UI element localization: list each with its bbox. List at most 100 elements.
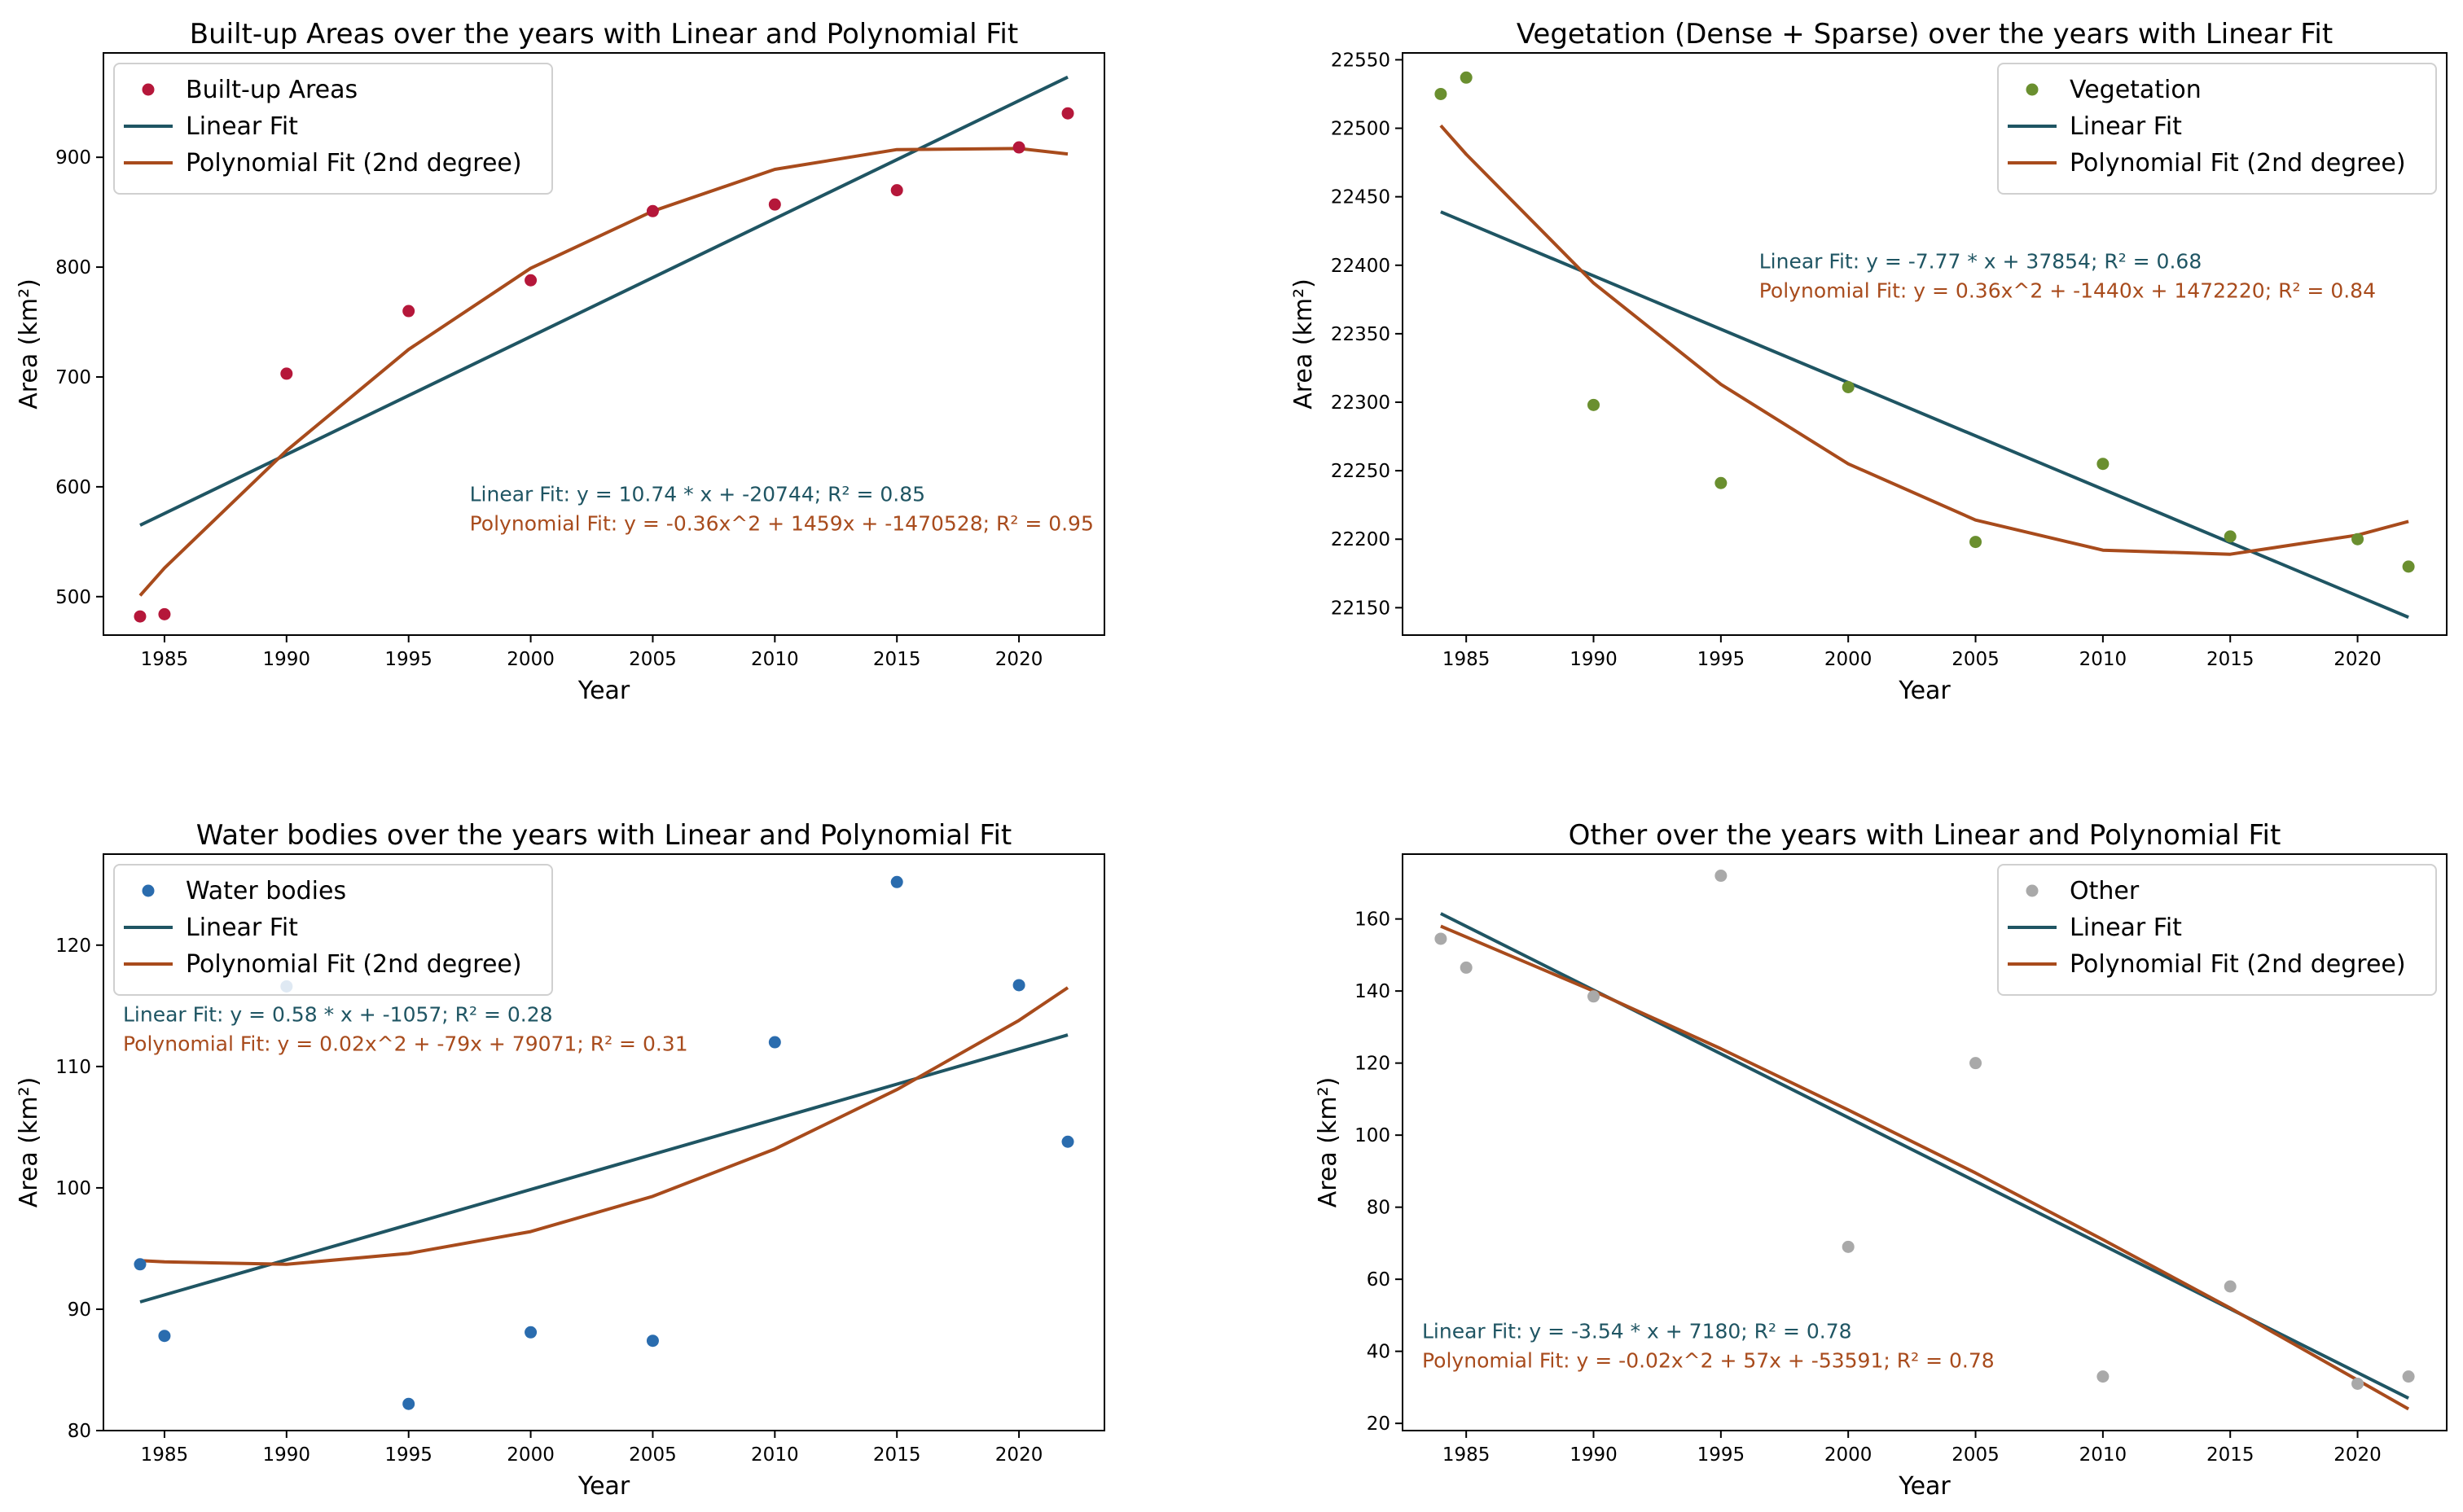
scatter-point [1460, 961, 1473, 974]
scatter-point [134, 610, 147, 623]
plot-frame [103, 853, 1105, 1431]
polynomial-fit-equation: Polynomial Fit: y = -0.02x^2 + 57x + -53… [1422, 1349, 1995, 1373]
x-tick-label: 2000 [1824, 649, 1872, 670]
x-tick-label: 2015 [873, 1444, 921, 1466]
x-tick-label: 2015 [2206, 1444, 2254, 1466]
x-tick-label: 2010 [751, 649, 799, 670]
x-tick-label: 1995 [1697, 649, 1745, 670]
plot-frame [1402, 52, 2448, 636]
x-tick-label: 1995 [384, 649, 432, 670]
scatter-point [768, 1036, 781, 1049]
scatter-point [890, 184, 903, 197]
legend-box [1997, 63, 2437, 195]
linear-fit-equation: Linear Fit: y = -7.77 * x + 37854; R² = … [1759, 250, 2202, 274]
y-axis-label: Area (km²) [1289, 278, 1318, 410]
legend-marker [2026, 884, 2039, 897]
legend-label: Linear Fit [186, 112, 298, 141]
plot-data [134, 875, 1074, 1410]
scatter-point [1842, 1240, 1855, 1253]
scatter-point [2224, 1280, 2237, 1293]
x-axis-label: Year [1898, 1472, 1951, 1501]
legend-box [113, 864, 553, 996]
y-tick-label: 100 [1354, 1125, 1390, 1146]
scatter-point [1969, 1057, 1982, 1070]
scatter-point [1434, 87, 1447, 100]
y-tick-label: 80 [1367, 1198, 1390, 1219]
legend-label: Other [2070, 877, 2140, 905]
plot-data [1434, 870, 2415, 1411]
legend-box [1997, 864, 2437, 996]
x-tick-label: 1985 [141, 649, 189, 670]
polynomial-fit-equation: Polynomial Fit: y = 0.02x^2 + -79x + 790… [123, 1032, 688, 1055]
legend-label: Water bodies [186, 877, 346, 905]
legend-label: Built-up Areas [186, 76, 358, 104]
legend-label: Polynomial Fit (2nd degree) [2070, 950, 2406, 979]
legend: Built-up Areas Linear Fit Polynomial Fit (… [113, 63, 553, 195]
scatter-point [525, 274, 538, 287]
chart-title: Other over the years with Linear and Pol… [1569, 819, 2281, 852]
scatter-point [1969, 536, 1982, 549]
x-tick-label: 2020 [995, 1444, 1043, 1466]
y-tick-label: 160 [1354, 909, 1390, 931]
x-tick-label: 2015 [873, 649, 921, 670]
y-tick-label: 22200 [1331, 529, 1390, 550]
scatter-point [280, 367, 293, 380]
chart-panel-3: Water bodies over the years with Linear … [15, 819, 1105, 1501]
polynomial-fit-line [1439, 124, 2409, 556]
plot-frame [1402, 853, 2448, 1431]
scatter-point [402, 305, 415, 318]
x-axis-label: Year [577, 1472, 630, 1501]
chart-title: Built-up Areas over the years with Linea… [190, 18, 1018, 50]
scatter-point [1061, 1135, 1074, 1148]
scatter-point [768, 198, 781, 211]
legend-box [113, 63, 553, 195]
x-tick-label: 2005 [629, 1444, 677, 1466]
y-tick-label: 22350 [1331, 324, 1390, 345]
linear-fit-line [139, 75, 1069, 527]
chart-panel-1: Built-up Areas over the years with Linea… [15, 18, 1105, 705]
scatter-point [1842, 380, 1855, 393]
x-tick-label: 2005 [1952, 1444, 2000, 1466]
y-tick-label: 110 [55, 1057, 91, 1078]
scatter-point [2402, 560, 2415, 573]
y-tick-label: 800 [55, 257, 91, 278]
scatter-point [2096, 458, 2110, 471]
legend: Other Linear Fit Polynomial Fit (2nd degre… [1997, 864, 2437, 996]
linear-fit-equation: Linear Fit: y = 10.74 * x + -20744; R² =… [470, 483, 925, 506]
y-tick-label: 120 [55, 936, 91, 957]
y-tick-label: 100 [55, 1178, 91, 1199]
scatter-point [2224, 530, 2237, 543]
y-tick-label: 900 [55, 147, 91, 169]
x-tick-label: 1990 [263, 1444, 311, 1466]
y-tick-label: 90 [68, 1299, 91, 1321]
scatter-point [1012, 979, 1025, 992]
y-tick-label: 40 [1367, 1342, 1390, 1363]
x-tick-label: 1985 [141, 1444, 189, 1466]
legend-label: Polynomial Fit (2nd degree) [186, 950, 522, 979]
y-axis-label: Area (km²) [1314, 1077, 1342, 1208]
x-tick-label: 2000 [507, 1444, 555, 1466]
legend: Vegetation Linear Fit Polynomial Fit (2nd … [1997, 63, 2437, 195]
scatter-point [890, 875, 903, 888]
linear-fit-equation: Linear Fit: y = -3.54 * x + 7180; R² = 0… [1422, 1320, 1852, 1343]
scatter-point [402, 1397, 415, 1410]
x-tick-label: 2000 [1824, 1444, 1872, 1466]
scatter-point [1714, 476, 1728, 489]
y-axis-label: Area (km²) [15, 1077, 43, 1208]
scatter-point [1434, 932, 1447, 945]
x-tick-label: 1990 [263, 649, 311, 670]
y-tick-label: 140 [1354, 981, 1390, 1002]
y-tick-label: 60 [1367, 1269, 1390, 1291]
legend-label: Linear Fit [2070, 914, 2182, 942]
y-tick-label: 22500 [1331, 119, 1390, 140]
legend-label: Polynomial Fit (2nd degree) [2070, 149, 2406, 177]
y-tick-label: 22550 [1331, 50, 1390, 71]
polynomial-fit-equation: Polynomial Fit: y = -0.36x^2 + 1459x + -… [470, 512, 1094, 536]
x-tick-label: 2005 [1952, 649, 2000, 670]
x-tick-label: 1985 [1442, 1444, 1491, 1466]
x-tick-label: 2010 [2079, 649, 2127, 670]
polynomial-fit-line [138, 147, 1069, 597]
y-tick-label: 20 [1367, 1413, 1390, 1435]
x-tick-label: 1990 [1570, 649, 1618, 670]
